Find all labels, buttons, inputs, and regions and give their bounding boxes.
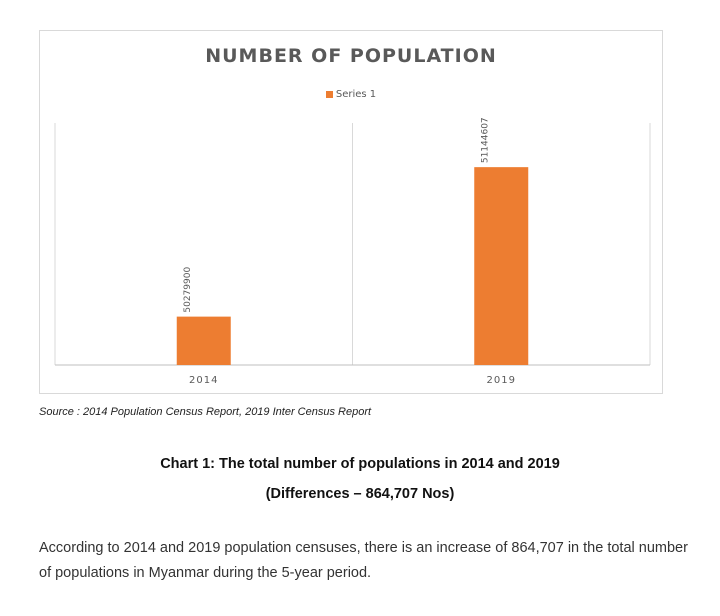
chart-title: NUMBER OF POPULATION [205, 45, 497, 67]
chart-source: Source : 2014 Population Census Report, … [39, 406, 372, 418]
legend-label: Series 1 [335, 89, 377, 100]
data-label: 51144607 [480, 117, 490, 163]
chart-plot: 50279900 2014 51144607 2019 [54, 117, 651, 386]
bar [474, 167, 529, 365]
x-tick-label: 2019 [487, 375, 516, 386]
chart-container: NUMBER OF POPULATION Series 1 50279900 20… [39, 30, 663, 394]
chart-caption: Chart 1: The total number of populations… [160, 456, 560, 472]
chart-caption-subtitle: (Differences – 864,707 Nos) [265, 486, 455, 502]
body-paragraph: According to 2014 and 2019 population ce… [39, 540, 688, 581]
bar [176, 316, 231, 365]
data-label: 50279900 [183, 267, 193, 313]
legend-swatch [325, 90, 333, 98]
x-tick-label: 2014 [189, 375, 218, 386]
chart-legend: Series 1 [40, 89, 662, 100]
